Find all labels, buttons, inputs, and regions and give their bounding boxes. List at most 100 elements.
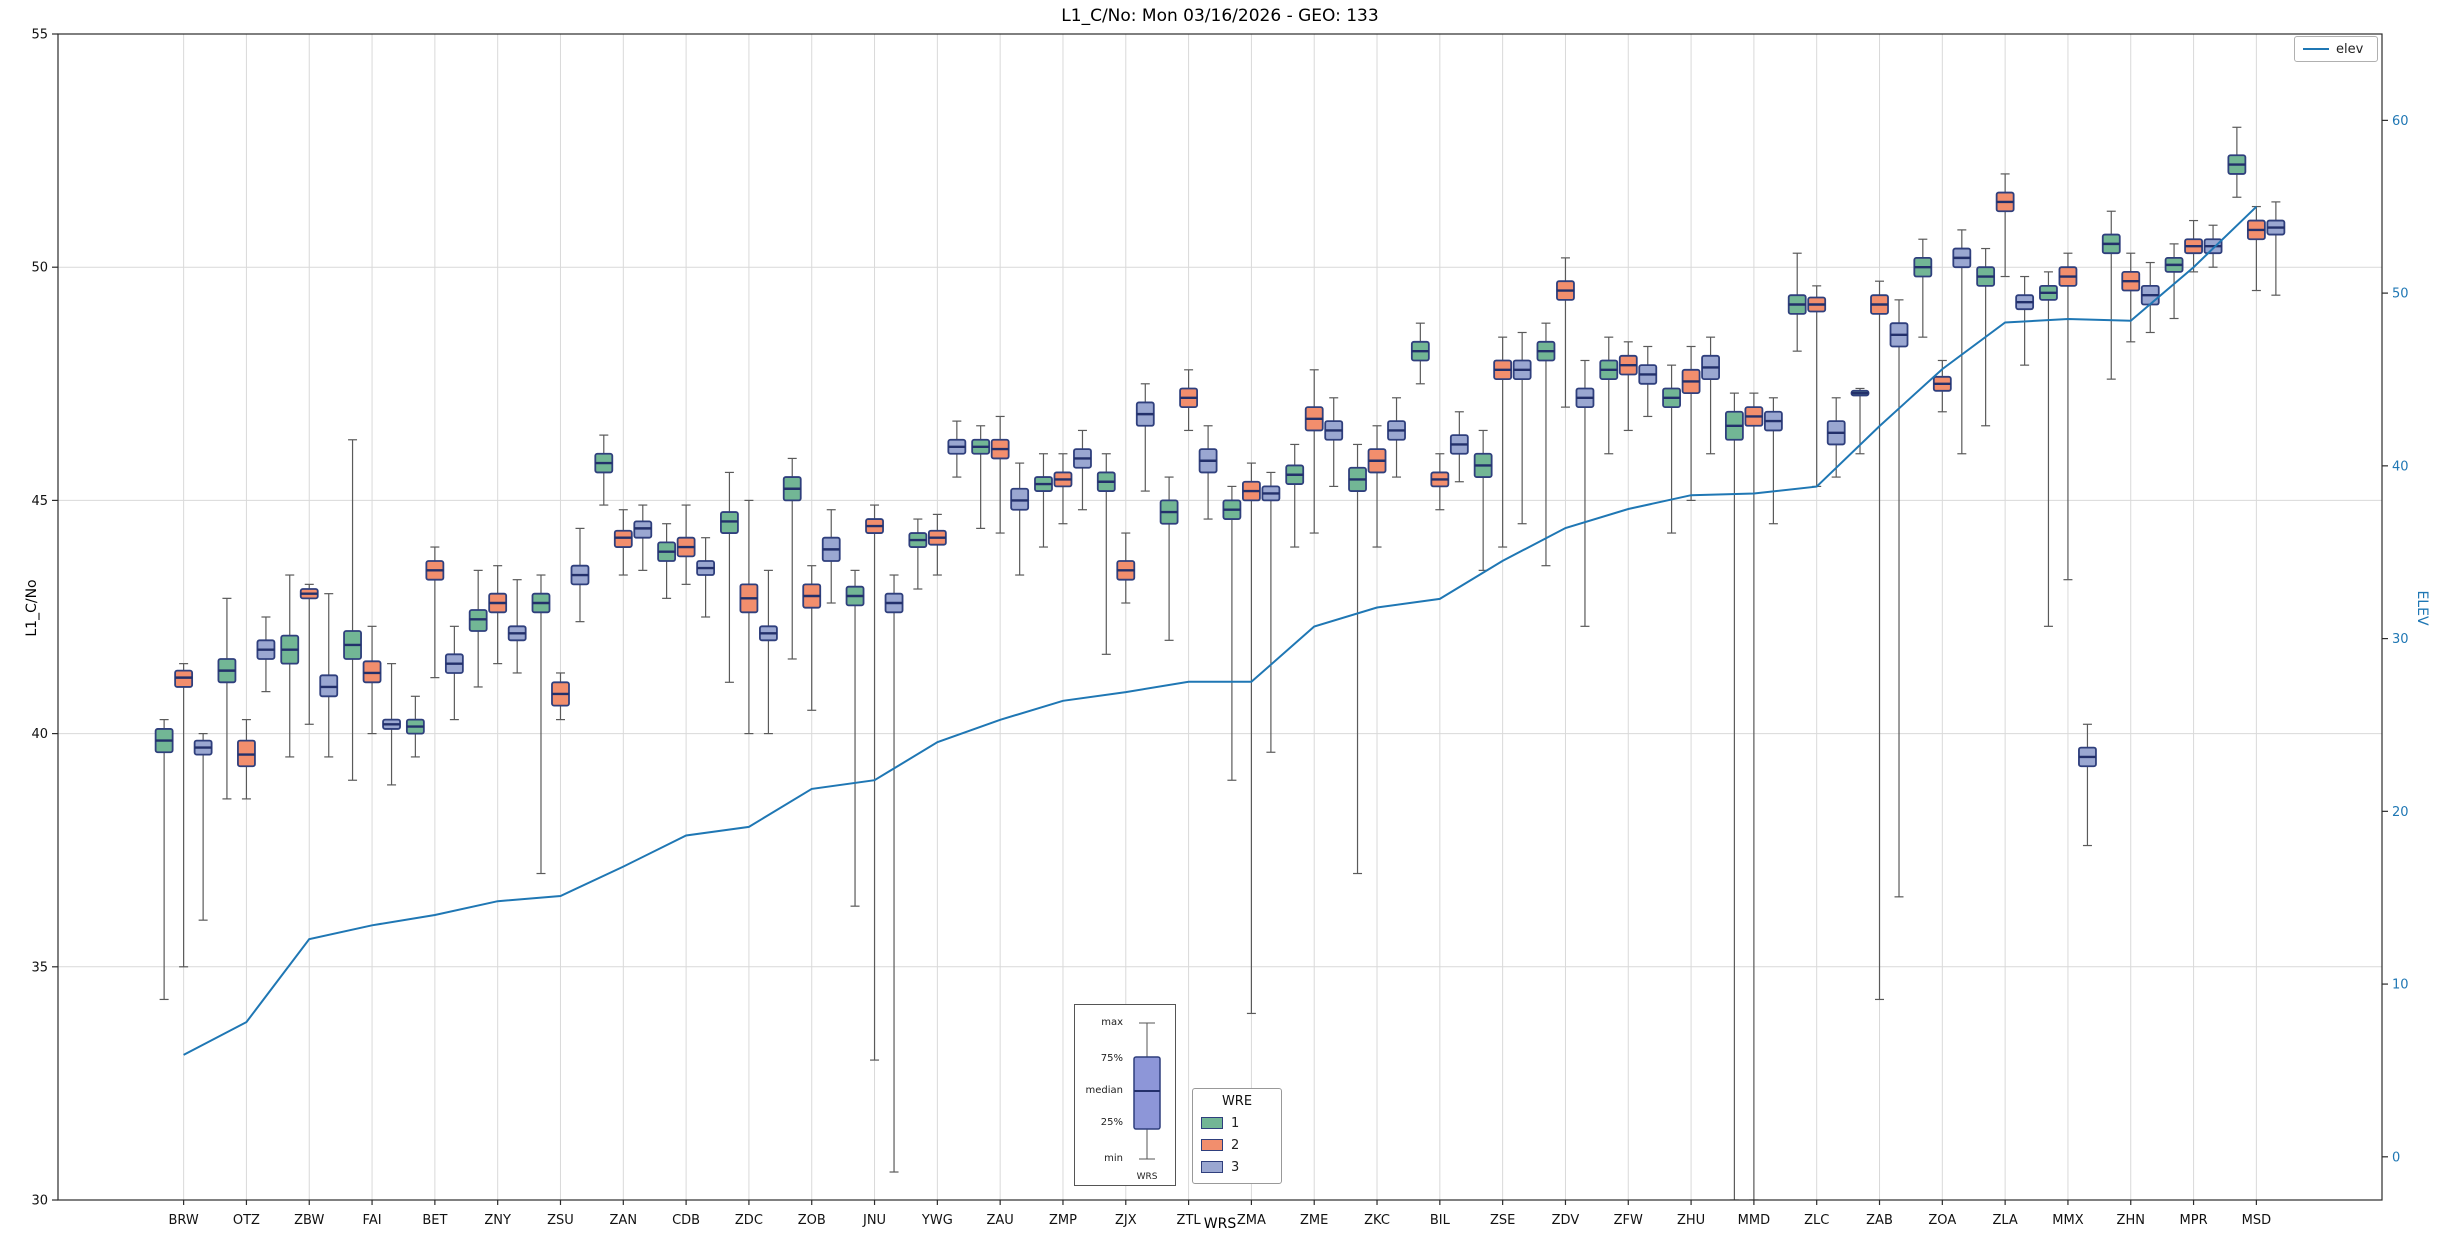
x-tick-label: BET (422, 1213, 447, 1228)
box-BIL-wre3 (1449, 411, 1469, 483)
box-ZHN-wre1 (2101, 210, 2121, 380)
x-tick-label: ZMP (1049, 1213, 1077, 1228)
box-ZKC-wre2 (1367, 425, 1387, 548)
box-ZOA-wre3 (1952, 229, 1972, 455)
legend-wre-item-3: 3 (1201, 1156, 1273, 1178)
box-MMD-wre1 (1724, 392, 1744, 1200)
box-ZHU-wre3 (1701, 336, 1720, 455)
box-YWG-wre2 (927, 513, 947, 576)
box-BET-wre3 (444, 625, 464, 721)
box-ZKC-wre1 (1348, 443, 1367, 875)
box-ZTL-wre3 (1198, 425, 1218, 520)
box-ZBW-wre2 (299, 583, 319, 725)
wre3-swatch (1201, 1161, 1223, 1173)
elev-line-sample (2303, 48, 2329, 50)
axis-ticks: 30 35 40 45 50 55 0 10 20 30 40 50 60 BRW OTZ ZBW FAI BET… (31, 28, 2408, 1229)
box-ZSE-wre3 (1512, 331, 1532, 525)
legend-wre-item-1: 1 (1201, 1112, 1273, 1134)
box-ZLC-wre3 (1826, 397, 1846, 478)
box-MMX-wre2 (2058, 252, 2078, 581)
x-tick-label: ZTL (1177, 1213, 1202, 1228)
box-ZSE-wre2 (1493, 336, 1513, 548)
box-ZJX-wre2 (1116, 532, 1136, 604)
box-OTZ-wre1 (217, 597, 237, 800)
box-MMD-wre2 (1744, 392, 1764, 1200)
y-axis-label-left: L1_C/No (24, 579, 40, 637)
box-CDB-wre3 (696, 537, 716, 618)
box-BRW-wre2 (174, 663, 194, 968)
box-ZAN-wre2 (613, 509, 633, 576)
x-tick-label: MPR (2180, 1213, 2208, 1228)
box-MPR-wre3 (2203, 224, 2223, 268)
box-ZMA-wre1 (1222, 485, 1242, 781)
x-tick-label: MMX (2052, 1213, 2083, 1228)
box-MSD-wre3 (2266, 201, 2286, 296)
box-BIL-wre2 (1430, 453, 1450, 511)
box-ZTL-wre1 (1159, 476, 1179, 641)
box-ZLC-wre2 (1807, 285, 1827, 488)
box-ZMA-wre2 (1242, 462, 1261, 1015)
explainer-mini-boxplot (1133, 1022, 1161, 1160)
box-ZFW-wre1 (1599, 336, 1619, 455)
x-tick-label: ZAU (986, 1213, 1013, 1228)
box-ZME-wre1 (1285, 443, 1305, 548)
box-ZAB-wre1 (1850, 387, 1870, 455)
box-ZSU-wre2 (551, 672, 570, 721)
x-tick-label: ZSE (1490, 1213, 1515, 1228)
wre3-label: 3 (1231, 1159, 1240, 1175)
x-tick-label: ZME (1300, 1213, 1328, 1228)
box-ZLA-wre2 (1995, 173, 2015, 278)
y-tick-label-left: 50 (31, 261, 48, 276)
box-ZMP-wre1 (1034, 453, 1053, 548)
wre2-swatch (1201, 1139, 1223, 1151)
x-tick-label: ZHN (2117, 1213, 2145, 1228)
box-MPR-wre2 (2184, 219, 2203, 273)
y-tick-label-right: 40 (2392, 459, 2409, 474)
y-tick-label-left: 55 (31, 28, 48, 43)
box-ZSU-wre1 (531, 574, 551, 875)
x-tick-label: ZLC (1804, 1213, 1829, 1228)
legend-wre: WRE 1 2 3 (1192, 1088, 1282, 1184)
x-tick-label: ZMA (1237, 1213, 1266, 1228)
box-BRW-wre1 (154, 719, 174, 1001)
box-YWG-wre1 (908, 518, 928, 590)
box-ZLC-wre1 (1787, 252, 1807, 352)
box-ZFW-wre2 (1618, 341, 1638, 432)
box-ZJX-wre3 (1135, 383, 1155, 492)
box-FAI-wre2 (362, 625, 382, 735)
y-tick-label-left: 30 (31, 1194, 48, 1209)
x-tick-label: CDB (672, 1213, 700, 1228)
x-tick-label: YWG (921, 1213, 953, 1228)
box-ZOB-wre1 (782, 457, 802, 660)
y-tick-label-left: 35 (31, 960, 48, 975)
x-tick-label: ZDC (735, 1213, 763, 1228)
box-ZFW-wre3 (1638, 345, 1658, 418)
explainer-max-label: max (1101, 1017, 1123, 1028)
x-axis-label: WRS (1203, 1216, 1237, 1232)
x-tick-label: OTZ (233, 1213, 260, 1228)
x-tick-label: ZSU (547, 1213, 574, 1228)
x-tick-label: ZKC (1364, 1213, 1390, 1228)
box-ZMP-wre2 (1053, 453, 1073, 525)
y-tick-label-left: 40 (31, 727, 48, 742)
box-ZDV-wre1 (1536, 322, 1556, 567)
box-ZBW-wre1 (280, 574, 300, 758)
y-tick-label-right: 60 (2392, 114, 2409, 129)
box-JNU-wre3 (884, 574, 904, 1173)
wre2-label: 2 (1231, 1137, 1240, 1153)
box-FAI-wre3 (382, 663, 401, 786)
box-JNU-wre1 (845, 569, 865, 907)
box-ZNY-wre3 (507, 579, 527, 674)
y-tick-label-right: 50 (2392, 287, 2409, 302)
explainer-75-label: 75% (1100, 1053, 1123, 1064)
box-MPR-wre1 (2164, 243, 2184, 320)
box-ZOA-wre2 (1932, 359, 1952, 413)
elev-line (183, 205, 2258, 1056)
x-tick-label: ZFW (1614, 1213, 1643, 1228)
box-ZAB-wre3 (1889, 299, 1909, 898)
chart-title: L1_C/No: Mon 03/16/2026 - GEO: 133 (1061, 6, 1379, 26)
box-ZAN-wre3 (633, 504, 653, 571)
box-YWG-wre3 (947, 420, 967, 478)
